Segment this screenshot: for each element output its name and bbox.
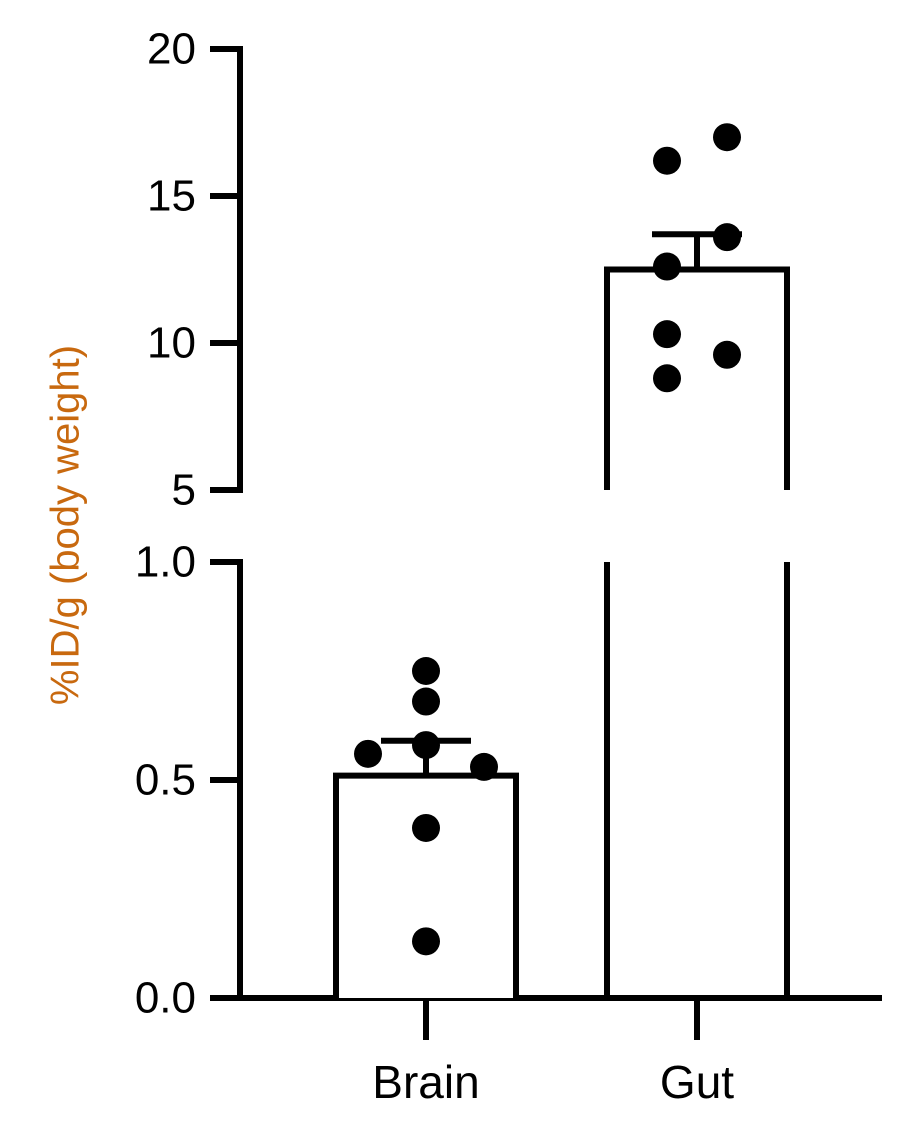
y-tick-label: 0.5	[135, 756, 196, 805]
x-tick-label: Brain	[372, 1056, 479, 1108]
y-tick-label: 10	[147, 319, 196, 368]
x-ticks: Brain Gut	[372, 998, 734, 1108]
x-tick-label: Gut	[660, 1056, 734, 1108]
y-tick-label: 15	[147, 172, 196, 221]
y-ticks: 0.0 0.5 1.0 5 10 15 20	[135, 25, 243, 1023]
data-point	[713, 223, 741, 252]
data-point	[653, 364, 681, 393]
data-point	[713, 123, 741, 152]
y-tick-label: 0.0	[135, 974, 196, 1023]
y-axis-title: %ID/g (body weight)	[44, 345, 88, 705]
y-tick-label: 5	[172, 466, 196, 515]
y-tick-label: 20	[147, 25, 196, 74]
data-point	[412, 657, 440, 685]
bar-brain	[333, 772, 519, 998]
data-point	[653, 146, 681, 175]
data-point	[653, 320, 681, 349]
data-point	[412, 927, 440, 956]
data-point	[412, 813, 440, 842]
data-points	[354, 123, 741, 956]
data-point	[713, 340, 741, 369]
bar-gut-upper	[604, 266, 790, 490]
data-point	[354, 739, 382, 768]
data-point	[470, 752, 498, 781]
data-point	[412, 687, 440, 716]
y-tick-label: 1.0	[135, 538, 196, 587]
data-point	[412, 731, 440, 760]
bar-gut-lower	[604, 562, 790, 998]
bars	[333, 266, 790, 998]
data-point	[653, 252, 681, 281]
